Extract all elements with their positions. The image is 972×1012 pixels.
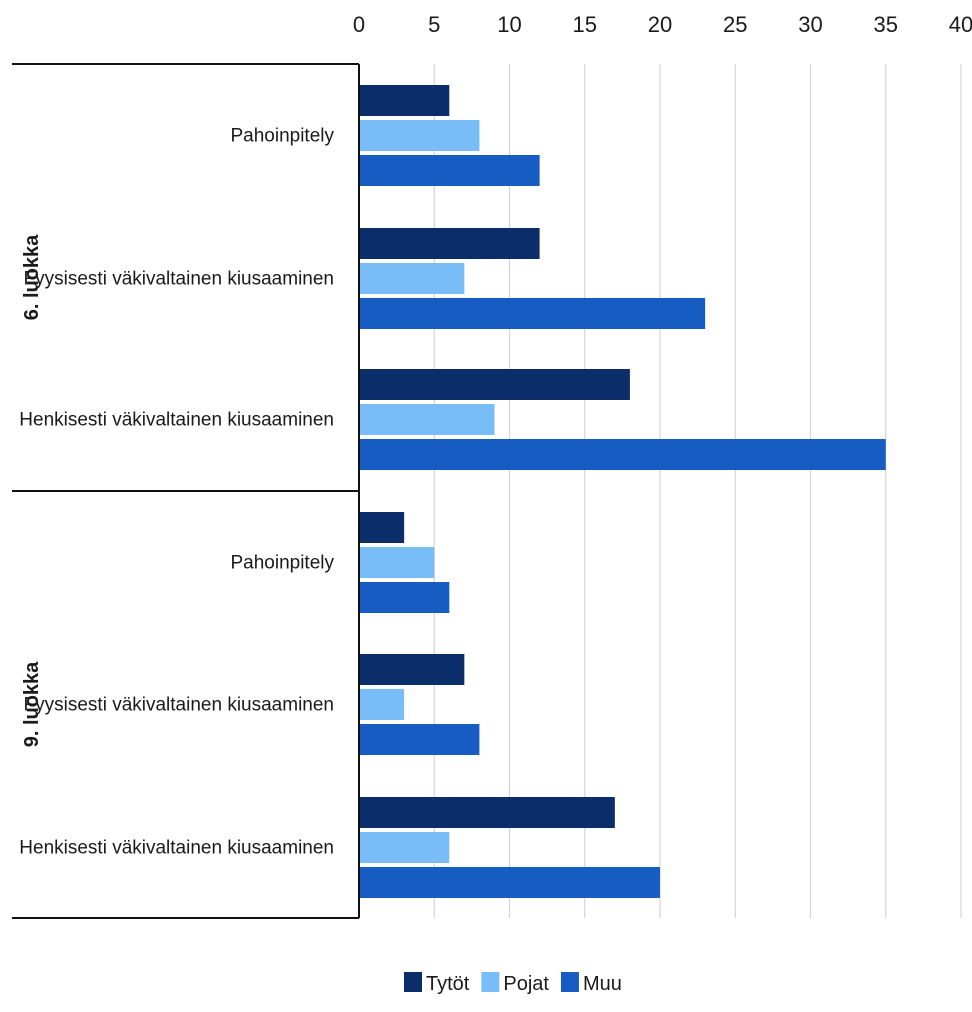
grid-layer <box>433 64 962 918</box>
legend: Tytöt Pojat Muu <box>404 972 622 995</box>
category-label: Pahoinpitely <box>230 553 334 574</box>
x-tick-label: 0 <box>353 12 365 37</box>
bar <box>359 867 660 898</box>
legend-swatch <box>404 972 422 992</box>
bar <box>359 263 465 294</box>
bar <box>359 547 435 578</box>
group-label: 9. luokka <box>21 661 43 747</box>
bar <box>359 439 886 470</box>
legend-label: Muu <box>583 973 622 995</box>
bar <box>359 724 480 755</box>
bar <box>359 689 405 720</box>
x-tick-label: 20 <box>648 12 672 37</box>
bars-layer <box>359 85 886 898</box>
x-tick-label: 15 <box>573 12 597 37</box>
legend-swatch <box>481 972 500 992</box>
x-tick-label: 40 <box>949 12 972 37</box>
legend-swatch <box>560 972 579 992</box>
x-tick-label: 35 <box>874 12 898 37</box>
bar <box>359 120 480 151</box>
category-label: Henkisesti väkivaltainen kiusaaminen <box>19 838 334 859</box>
category-label: Pahoinpitely <box>230 126 334 147</box>
bar <box>359 832 450 863</box>
labels-layer: 0 5 10 15 20 25 30 35 40 Pahoinpitely Fyysisesti v… <box>19 12 972 859</box>
axis-layer <box>12 63 360 919</box>
bar <box>359 797 615 828</box>
bar <box>359 369 630 400</box>
bar <box>359 85 450 116</box>
group-label: 6. luokka <box>21 234 43 320</box>
bar <box>359 155 540 186</box>
category-label: Fyysisesti väkivaltainen kiusaaminen <box>24 269 334 290</box>
legend-label: Tytöt <box>426 973 470 995</box>
bar <box>359 228 540 259</box>
bar <box>359 404 495 435</box>
category-label: Henkisesti väkivaltainen kiusaaminen <box>19 410 334 431</box>
bar <box>359 654 465 685</box>
x-tick-label: 30 <box>798 12 822 37</box>
x-tick-label: 25 <box>723 12 747 37</box>
category-label: Fyysisesti väkivaltainen kiusaaminen <box>24 695 334 716</box>
bar <box>359 512 405 543</box>
bar <box>359 582 450 613</box>
legend-label: Pojat <box>503 973 549 995</box>
x-tick-label: 10 <box>497 12 521 37</box>
bar <box>359 298 706 329</box>
x-tick-label: 5 <box>428 12 440 37</box>
